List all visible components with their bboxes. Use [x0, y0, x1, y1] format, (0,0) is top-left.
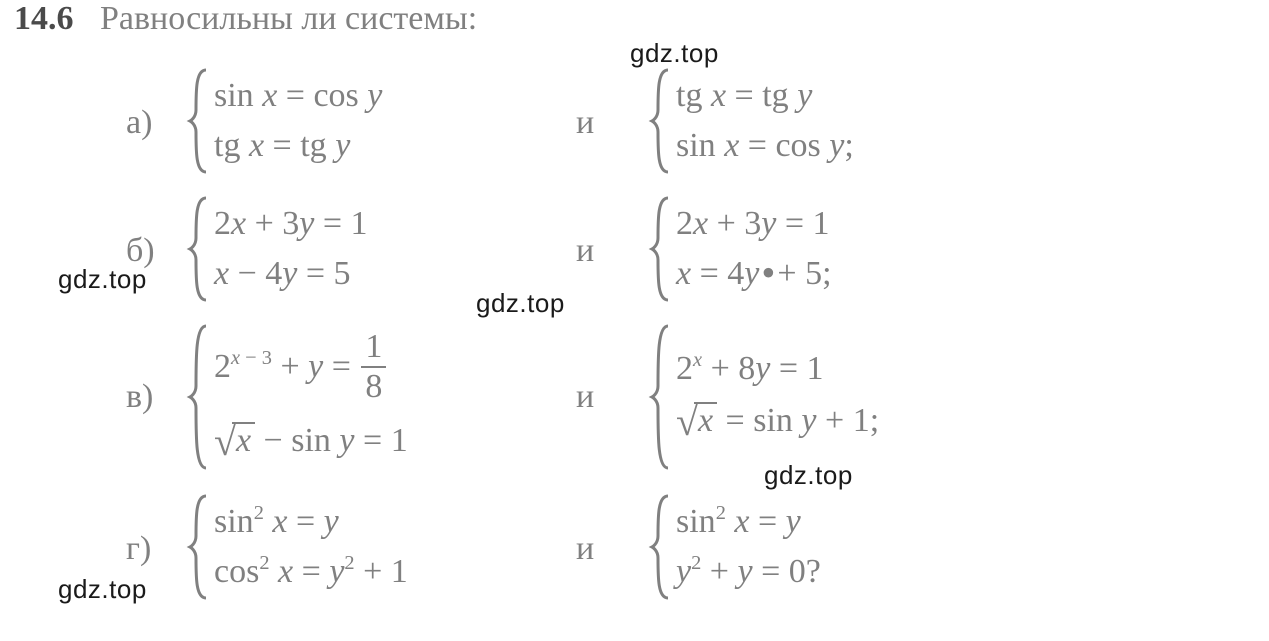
connective-v: и	[576, 378, 594, 416]
brace-icon	[186, 194, 212, 304]
eq-v-left-1: 2x − 3 + y = 18	[214, 332, 408, 406]
eq-v-right-1: 2x + 8y = 1	[676, 352, 879, 386]
brace-icon	[648, 322, 674, 472]
item-label-v: в)	[126, 378, 153, 416]
brace-icon	[186, 322, 212, 472]
eq-g-left-1: sin2 x = y	[214, 505, 408, 539]
eq-v-right-2: √x = sin y + 1;	[676, 402, 879, 442]
eq-b-right-1: 2x + 3y = 1	[676, 207, 832, 241]
eq-v-left-2: √x − sin y = 1	[214, 422, 408, 462]
connective-a: и	[576, 104, 594, 142]
item-g: г) sin2 x = y cos2 x = y2 + 1 и sin2 x =…	[0, 482, 1269, 610]
eq-a-left-1: sin x = cos y	[214, 79, 382, 113]
item-label-a: а)	[126, 104, 152, 142]
brace-icon	[648, 492, 674, 602]
brace-icon	[186, 492, 212, 602]
item-label-b: б)	[126, 232, 155, 270]
eq-a-left-2: tg x = tg y	[214, 129, 382, 163]
eq-a-right-2: sin x = cos y;	[676, 129, 854, 163]
eq-a-right-1: tg x = tg y	[676, 79, 854, 113]
eq-g-left-2: cos2 x = y2 + 1	[214, 555, 408, 589]
frac-den: 8	[361, 368, 386, 404]
problem-title: Равносильны ли системы:	[100, 0, 477, 37]
brace-icon	[186, 66, 212, 176]
eq-b-left-1: 2x + 3y = 1	[214, 207, 368, 241]
connective-g: и	[576, 530, 594, 568]
eq-g-right-1: sin2 x = y	[676, 505, 821, 539]
frac-num: 1	[361, 330, 386, 368]
item-b: б) 2x + 3y = 1 x − 4y = 5 и 2x + 3y = 1 …	[0, 184, 1269, 312]
connective-b: и	[576, 232, 594, 270]
brace-icon	[648, 66, 674, 176]
item-v: в) 2x − 3 + y = 18 √x − sin y = 1 и 2x +…	[0, 312, 1269, 482]
problem-header: 14.6 Равносильны ли системы:	[14, 0, 477, 38]
items-container: а) sin x = cos y tg x = tg y и tg x = tg…	[0, 56, 1269, 610]
item-a: а) sin x = cos y tg x = tg y и tg x = tg…	[0, 56, 1269, 184]
eq-b-right-2: x = 4y•+ 5;	[676, 257, 832, 291]
eq-b-left-2: x − 4y = 5	[214, 257, 368, 291]
problem-number: 14.6	[14, 0, 74, 37]
eq-g-right-2: y2 + y = 0?	[676, 555, 821, 589]
brace-icon	[648, 194, 674, 304]
item-label-g: г)	[126, 530, 151, 568]
